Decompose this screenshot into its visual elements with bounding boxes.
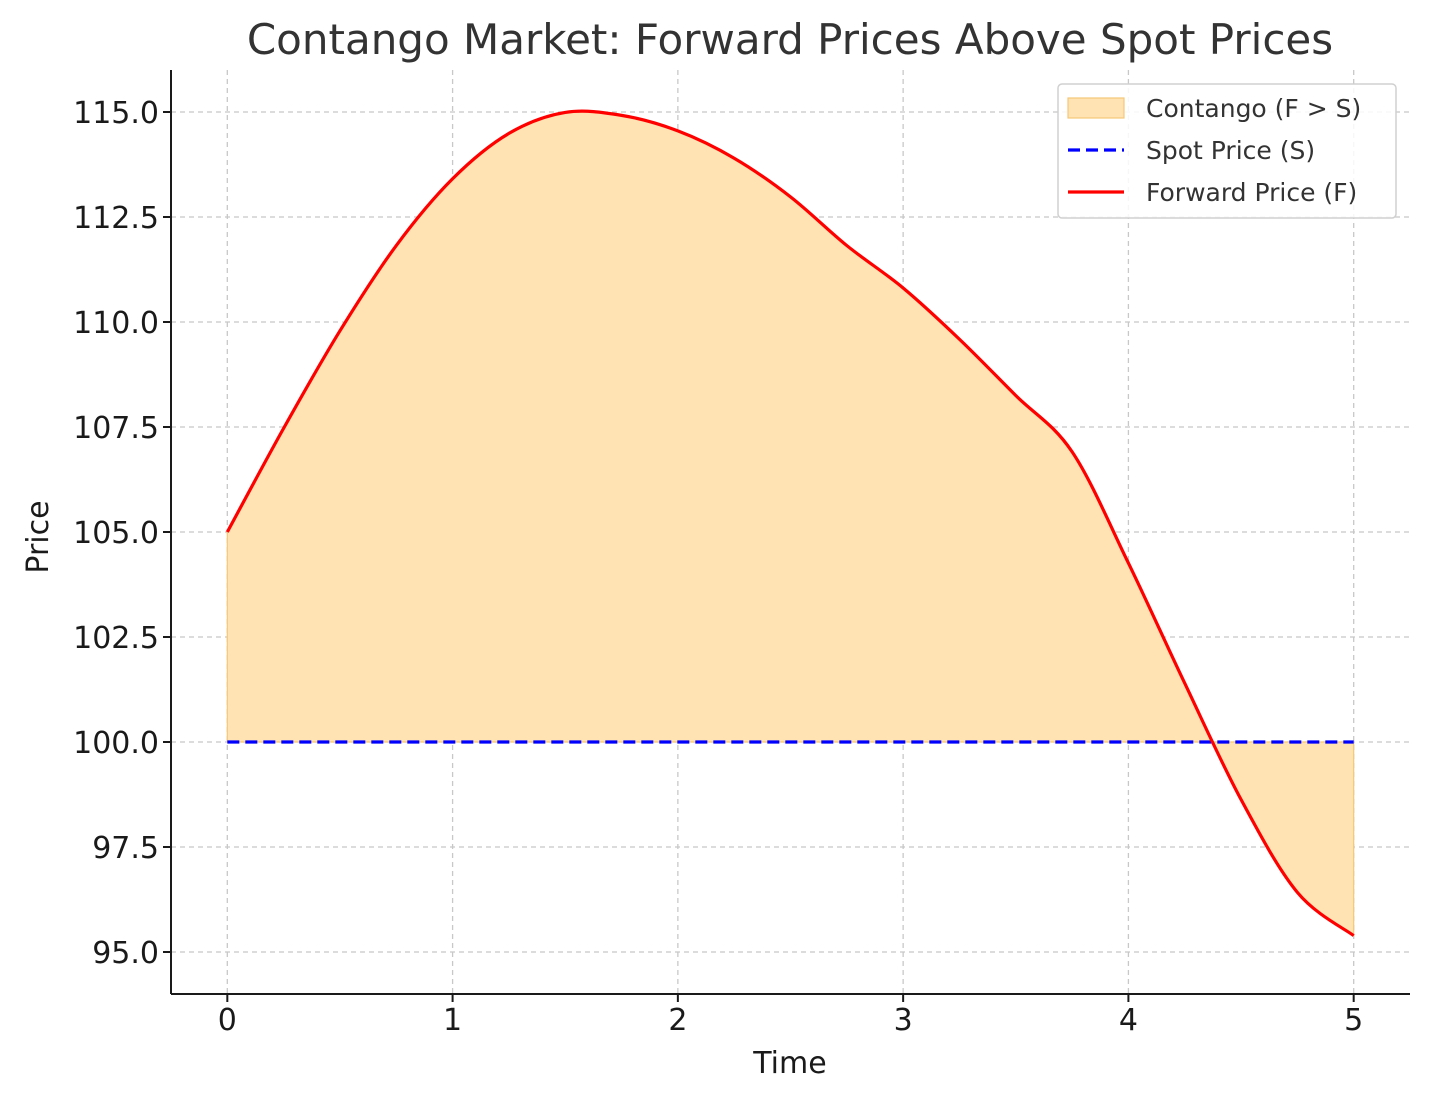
- legend-label-forward: Forward Price (F): [1146, 178, 1357, 207]
- fill-layer: [226, 110, 1355, 937]
- y-tick-label: 100.0: [73, 726, 159, 761]
- legend-label-contango: Contango (F > S): [1146, 94, 1361, 123]
- legend-label-spot: Spot Price (S): [1146, 136, 1315, 165]
- contango-fill-area: [226, 110, 1355, 937]
- y-tick-label: 112.5: [73, 201, 159, 236]
- axes-layer: 0 1 2 3 4 5 95.0 97.5 100.0 102.5 105.0 107.5 110.0 1…: [73, 70, 1410, 1038]
- forward-price-line: [225, 109, 1355, 937]
- legend-layer: Contango (F > S) Spot Price (S) Forward Pr…: [1057, 83, 1397, 219]
- x-tick-label: 4: [1119, 1003, 1138, 1038]
- legend-swatch-contango: [1067, 97, 1125, 119]
- y-tick-label: 97.5: [92, 831, 159, 866]
- x-tick-label: 2: [668, 1003, 687, 1038]
- series-layer: [225, 109, 1355, 937]
- legend-box: [1057, 83, 1397, 219]
- x-tick-label: 0: [218, 1003, 237, 1038]
- y-tick-label: 110.0: [73, 306, 159, 341]
- y-tick-label: 115.0: [73, 96, 159, 131]
- x-axis-label: Time: [752, 1046, 826, 1081]
- y-tick-label: 95.0: [92, 936, 159, 971]
- chart-title: Contango Market: Forward Prices Above Sp…: [247, 15, 1333, 64]
- y-tick-label: 107.5: [73, 411, 159, 446]
- x-tick-label: 5: [1344, 1003, 1363, 1038]
- y-tick-label: 102.5: [73, 621, 159, 656]
- x-tick-label: 1: [443, 1003, 462, 1038]
- x-tick-label: 3: [894, 1003, 913, 1038]
- y-axis-label: Price: [21, 500, 56, 573]
- y-tick-label: 105.0: [73, 516, 159, 551]
